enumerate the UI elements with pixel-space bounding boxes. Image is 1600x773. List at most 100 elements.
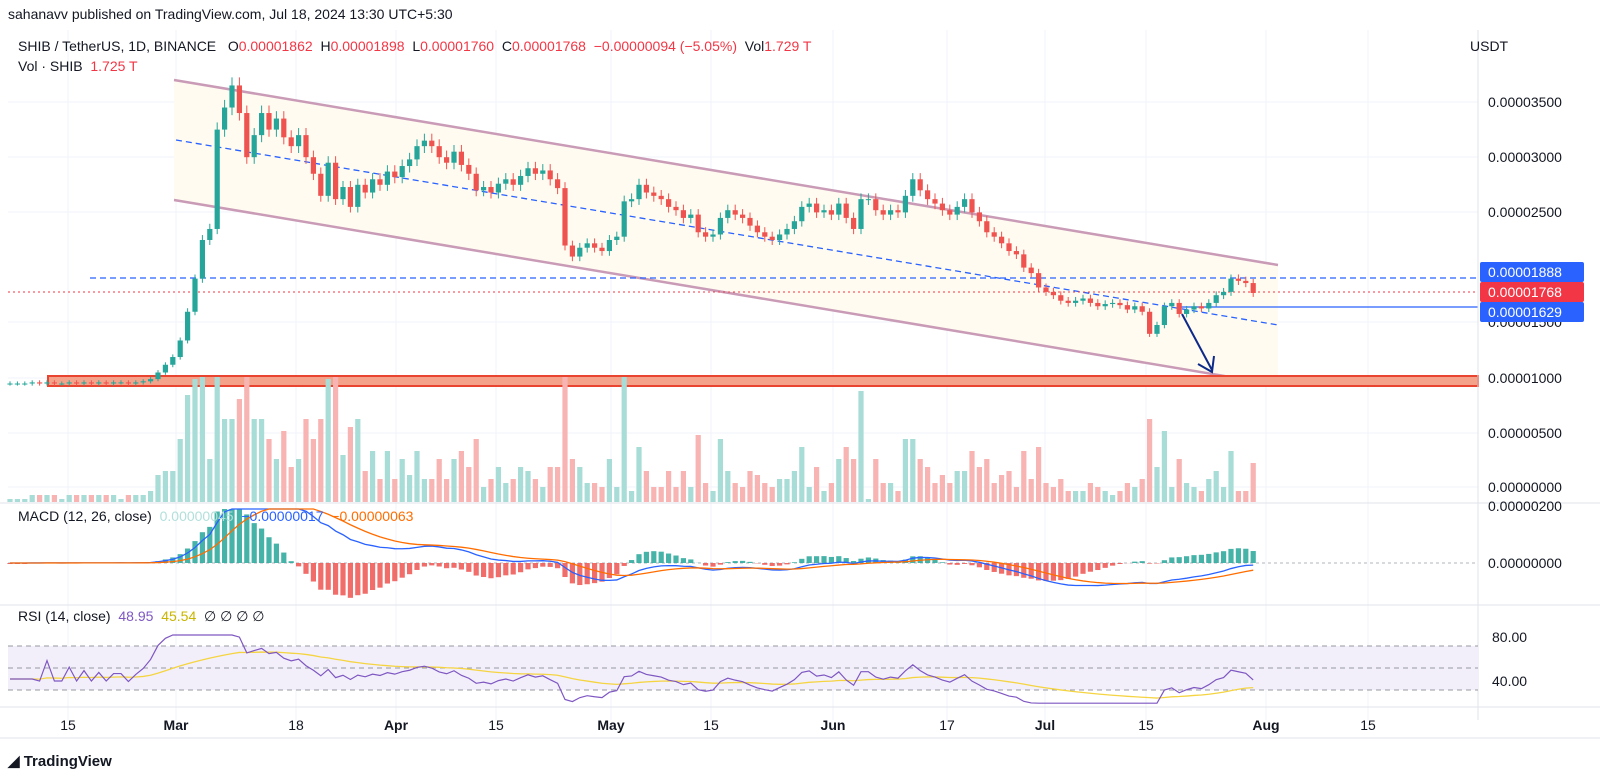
volume-bar: [584, 483, 590, 502]
macd-histogram-bar: [392, 563, 398, 582]
volume-bar: [599, 487, 605, 502]
tradingview-logo[interactable]: ◢ TradingView: [8, 752, 112, 770]
volume-bar: [762, 483, 768, 502]
candle-body: [185, 311, 191, 341]
macd-histogram-bar: [777, 563, 783, 566]
candle-body: [836, 203, 842, 215]
volume-bar: [784, 479, 790, 502]
volume-bar: [333, 377, 339, 502]
volume-bar: [555, 467, 561, 502]
macd-histogram-bar: [481, 563, 487, 578]
macd-histogram-bar: [629, 560, 635, 563]
candle-body: [651, 192, 657, 196]
macd-histogram-bar: [399, 563, 405, 578]
macd-histogram-bar: [1235, 548, 1241, 563]
volume-bar: [1154, 467, 1160, 502]
volume-bar: [251, 419, 257, 502]
volume-bar: [29, 495, 35, 502]
macd-histogram-bar: [1050, 563, 1056, 581]
macd-histogram-bar: [347, 563, 353, 598]
macd-histogram-bar: [910, 556, 916, 563]
macd-histogram-bar: [333, 563, 339, 595]
volume-bar: [814, 467, 820, 502]
candle-body: [599, 247, 605, 252]
candle-body: [236, 85, 242, 114]
change-value: −0.00000094 (−5.05%): [593, 38, 737, 54]
low-value: 0.00001760: [420, 38, 495, 54]
volume-bar: [732, 483, 738, 502]
volume-bar: [799, 447, 805, 502]
high-value: 0.00001898: [330, 38, 405, 54]
candle-body: [96, 382, 102, 384]
vol-value: 1.729 T: [764, 38, 812, 54]
macd-histogram-bar: [170, 557, 176, 563]
candle-body: [29, 382, 35, 384]
candle-body: [1036, 273, 1042, 288]
volume-bar: [1243, 491, 1249, 502]
macd-histogram-bar: [791, 562, 797, 563]
candle-body: [954, 206, 960, 215]
candle-body: [392, 171, 398, 178]
volume-bar: [303, 419, 309, 502]
macd-histogram-bar: [310, 563, 316, 582]
candle-body: [66, 382, 72, 384]
macd-histogram-bar: [703, 563, 709, 566]
macd-histogram-bar: [621, 563, 627, 566]
candle-body: [362, 184, 368, 193]
volume-bar: [1028, 479, 1034, 502]
macd-histogram-bar: [466, 563, 472, 572]
volume-bar: [606, 459, 612, 502]
volume-bar: [747, 471, 753, 502]
candle-body: [592, 243, 598, 248]
volume-bar: [125, 495, 131, 502]
price-tag: [1480, 282, 1584, 302]
candle-body: [118, 382, 124, 384]
macd-histogram-bar: [1087, 563, 1093, 572]
y-tick-label: 0.00000500: [1488, 425, 1562, 441]
candle-body: [865, 199, 871, 201]
symbol-name[interactable]: SHIB / TetherUS, 1D, BINANCE: [18, 38, 217, 54]
macd-histogram-bar: [355, 563, 361, 596]
candle-body: [806, 203, 812, 207]
macd-histogram-bar: [259, 528, 265, 563]
candle-body: [377, 179, 383, 185]
macd-histogram-bar: [643, 551, 649, 563]
candle-body: [88, 382, 94, 384]
volume-bar: [451, 459, 457, 502]
macd-histogram-bar: [288, 561, 294, 563]
candle-body: [703, 232, 709, 237]
candle-body: [717, 217, 723, 235]
macd-histogram-bar: [214, 511, 220, 563]
x-tick-label: Aug: [1252, 717, 1279, 733]
macd-histogram-bar: [1169, 557, 1175, 563]
candle-body: [37, 382, 43, 384]
volume-bar: [199, 377, 205, 502]
candle-body: [532, 168, 538, 174]
forecast-arrowhead: [1197, 355, 1215, 374]
volume-bar: [488, 479, 494, 502]
macd-histogram-bar: [932, 559, 938, 563]
volume-bar: [917, 459, 923, 502]
volume-bar: [355, 419, 361, 502]
candle-body: [999, 236, 1005, 244]
tradingview-logo-icon: ◢: [8, 753, 20, 770]
volume-bar: [910, 439, 916, 502]
volume-bar: [444, 479, 450, 502]
macd-histogram-bar: [747, 561, 753, 563]
volume-bar: [59, 499, 65, 502]
macd-histogram-bar: [177, 554, 183, 563]
macd-label: MACD (12, 26, close): [18, 508, 152, 524]
candle-body: [444, 157, 450, 163]
macd-histogram-bar: [769, 563, 775, 566]
volume-bar: [1006, 471, 1012, 502]
volume-bar: [828, 483, 834, 502]
candle-body: [932, 199, 938, 204]
volume-bar: [436, 459, 442, 502]
volume-bar: [932, 483, 938, 502]
currency-label[interactable]: USDT: [1470, 38, 1509, 54]
volume-bar: [895, 491, 901, 502]
candle-body: [1073, 300, 1079, 303]
macd-histogram-bar: [1013, 563, 1019, 577]
price-tag: [1480, 302, 1584, 322]
